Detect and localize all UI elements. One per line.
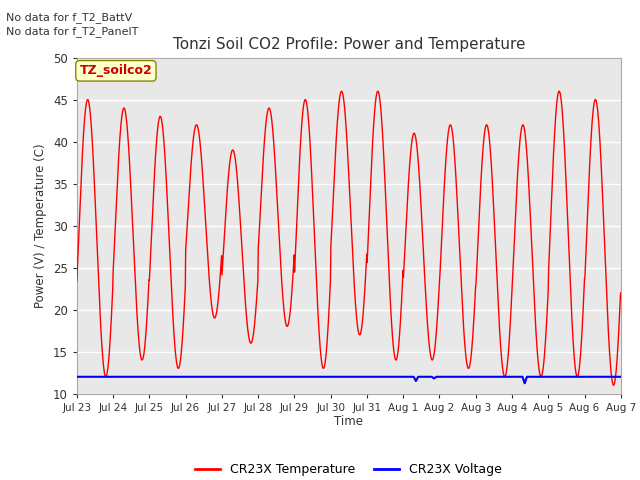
Y-axis label: Power (V) / Temperature (C): Power (V) / Temperature (C) xyxy=(35,144,47,308)
X-axis label: Time: Time xyxy=(334,415,364,429)
Text: No data for f_T2_PanelT: No data for f_T2_PanelT xyxy=(6,26,139,37)
Title: Tonzi Soil CO2 Profile: Power and Temperature: Tonzi Soil CO2 Profile: Power and Temper… xyxy=(173,37,525,52)
Text: TZ_soilco2: TZ_soilco2 xyxy=(79,64,152,77)
Text: No data for f_T2_BattV: No data for f_T2_BattV xyxy=(6,12,132,23)
Legend: CR23X Temperature, CR23X Voltage: CR23X Temperature, CR23X Voltage xyxy=(190,458,508,480)
